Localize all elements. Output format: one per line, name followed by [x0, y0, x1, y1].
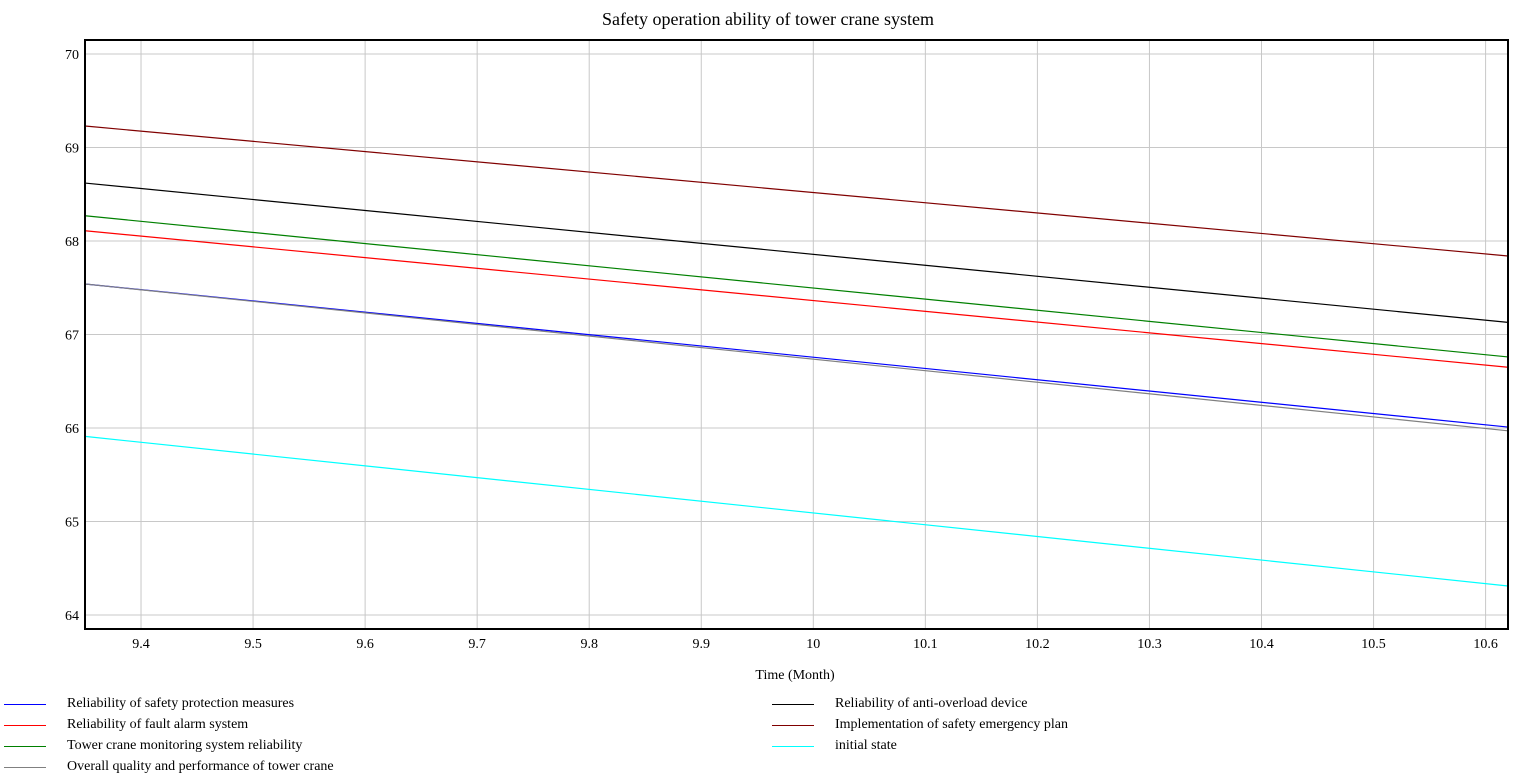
chart-title: Safety operation ability of tower crane … [602, 9, 934, 29]
series-line-7 [84, 283, 1509, 432]
legend-label: Overall quality and performance of tower… [67, 759, 334, 774]
grid [85, 40, 1508, 629]
chart: Safety operation ability of tower crane … [65, 9, 1509, 683]
legend-item: Reliability of safety protection measure… [0, 694, 294, 714]
x-tick-label: 10.4 [1249, 637, 1274, 652]
x-axis-label: Time (Month) [755, 668, 835, 683]
series-lines [84, 125, 1509, 587]
legend-swatch [772, 703, 814, 705]
x-tick-label: 10.2 [1025, 637, 1050, 652]
plot-frame [84, 39, 1509, 630]
legend-label: Tower crane monitoring system reliabilit… [67, 738, 303, 753]
legend-item: initial state [768, 736, 897, 756]
x-tick-label: 9.5 [244, 637, 262, 652]
x-tick-label: 10.3 [1137, 637, 1162, 652]
legend-item: Overall quality and performance of tower… [0, 757, 334, 777]
legend-swatch [4, 724, 46, 726]
legend-swatch [4, 766, 46, 768]
x-tick-label: 9.6 [356, 637, 374, 652]
x-tick-label: 9.4 [132, 637, 150, 652]
legend: Reliability of safety protection measure… [0, 690, 1536, 781]
legend-swatch [772, 745, 814, 747]
legend-item: Tower crane monitoring system reliabilit… [0, 736, 302, 756]
series-line-1 [84, 283, 1509, 428]
legend-item: Reliability of fault alarm system [0, 715, 248, 735]
legend-swatch [4, 703, 46, 705]
legend-swatch [772, 724, 814, 726]
series-line-2 [84, 182, 1509, 323]
series-line-5 [84, 215, 1509, 358]
legend-label: Reliability of fault alarm system [67, 717, 249, 732]
series-line-4 [84, 125, 1509, 257]
legend-item: Implementation of safety emergency plan [768, 715, 1068, 735]
legend-label: Reliability of safety protection measure… [67, 696, 295, 711]
x-tick-label: 9.9 [693, 637, 711, 652]
x-tick-label: 9.7 [468, 637, 486, 652]
legend-label: Implementation of safety emergency plan [835, 717, 1068, 732]
y-tick-label: 70 [65, 48, 79, 63]
x-tick-label: 10.1 [913, 637, 938, 652]
y-tick-label: 66 [65, 422, 79, 437]
y-tick-label: 65 [65, 515, 79, 530]
series-line-3 [84, 230, 1509, 368]
x-tick-label: 10 [806, 637, 820, 652]
x-tick-label: 9.8 [580, 637, 598, 652]
tick-labels: 9.4 9.5 9.6 9.7 9.8 9.9 10 10.1 10.2 10.3 10.4 10.5… [65, 48, 1498, 652]
legend-label: initial state [835, 738, 897, 753]
y-tick-label: 68 [65, 235, 79, 250]
x-tick-label: 10.6 [1473, 637, 1498, 652]
y-tick-label: 67 [65, 329, 79, 344]
y-tick-label: 69 [65, 142, 79, 157]
legend-label: Reliability of anti-overload device [835, 696, 1028, 711]
legend-swatch [4, 745, 46, 747]
y-tick-label: 64 [65, 609, 79, 624]
x-tick-label: 10.5 [1361, 637, 1386, 652]
series-line-6 [84, 435, 1509, 587]
legend-item: Reliability of anti-overload device [768, 694, 1027, 714]
